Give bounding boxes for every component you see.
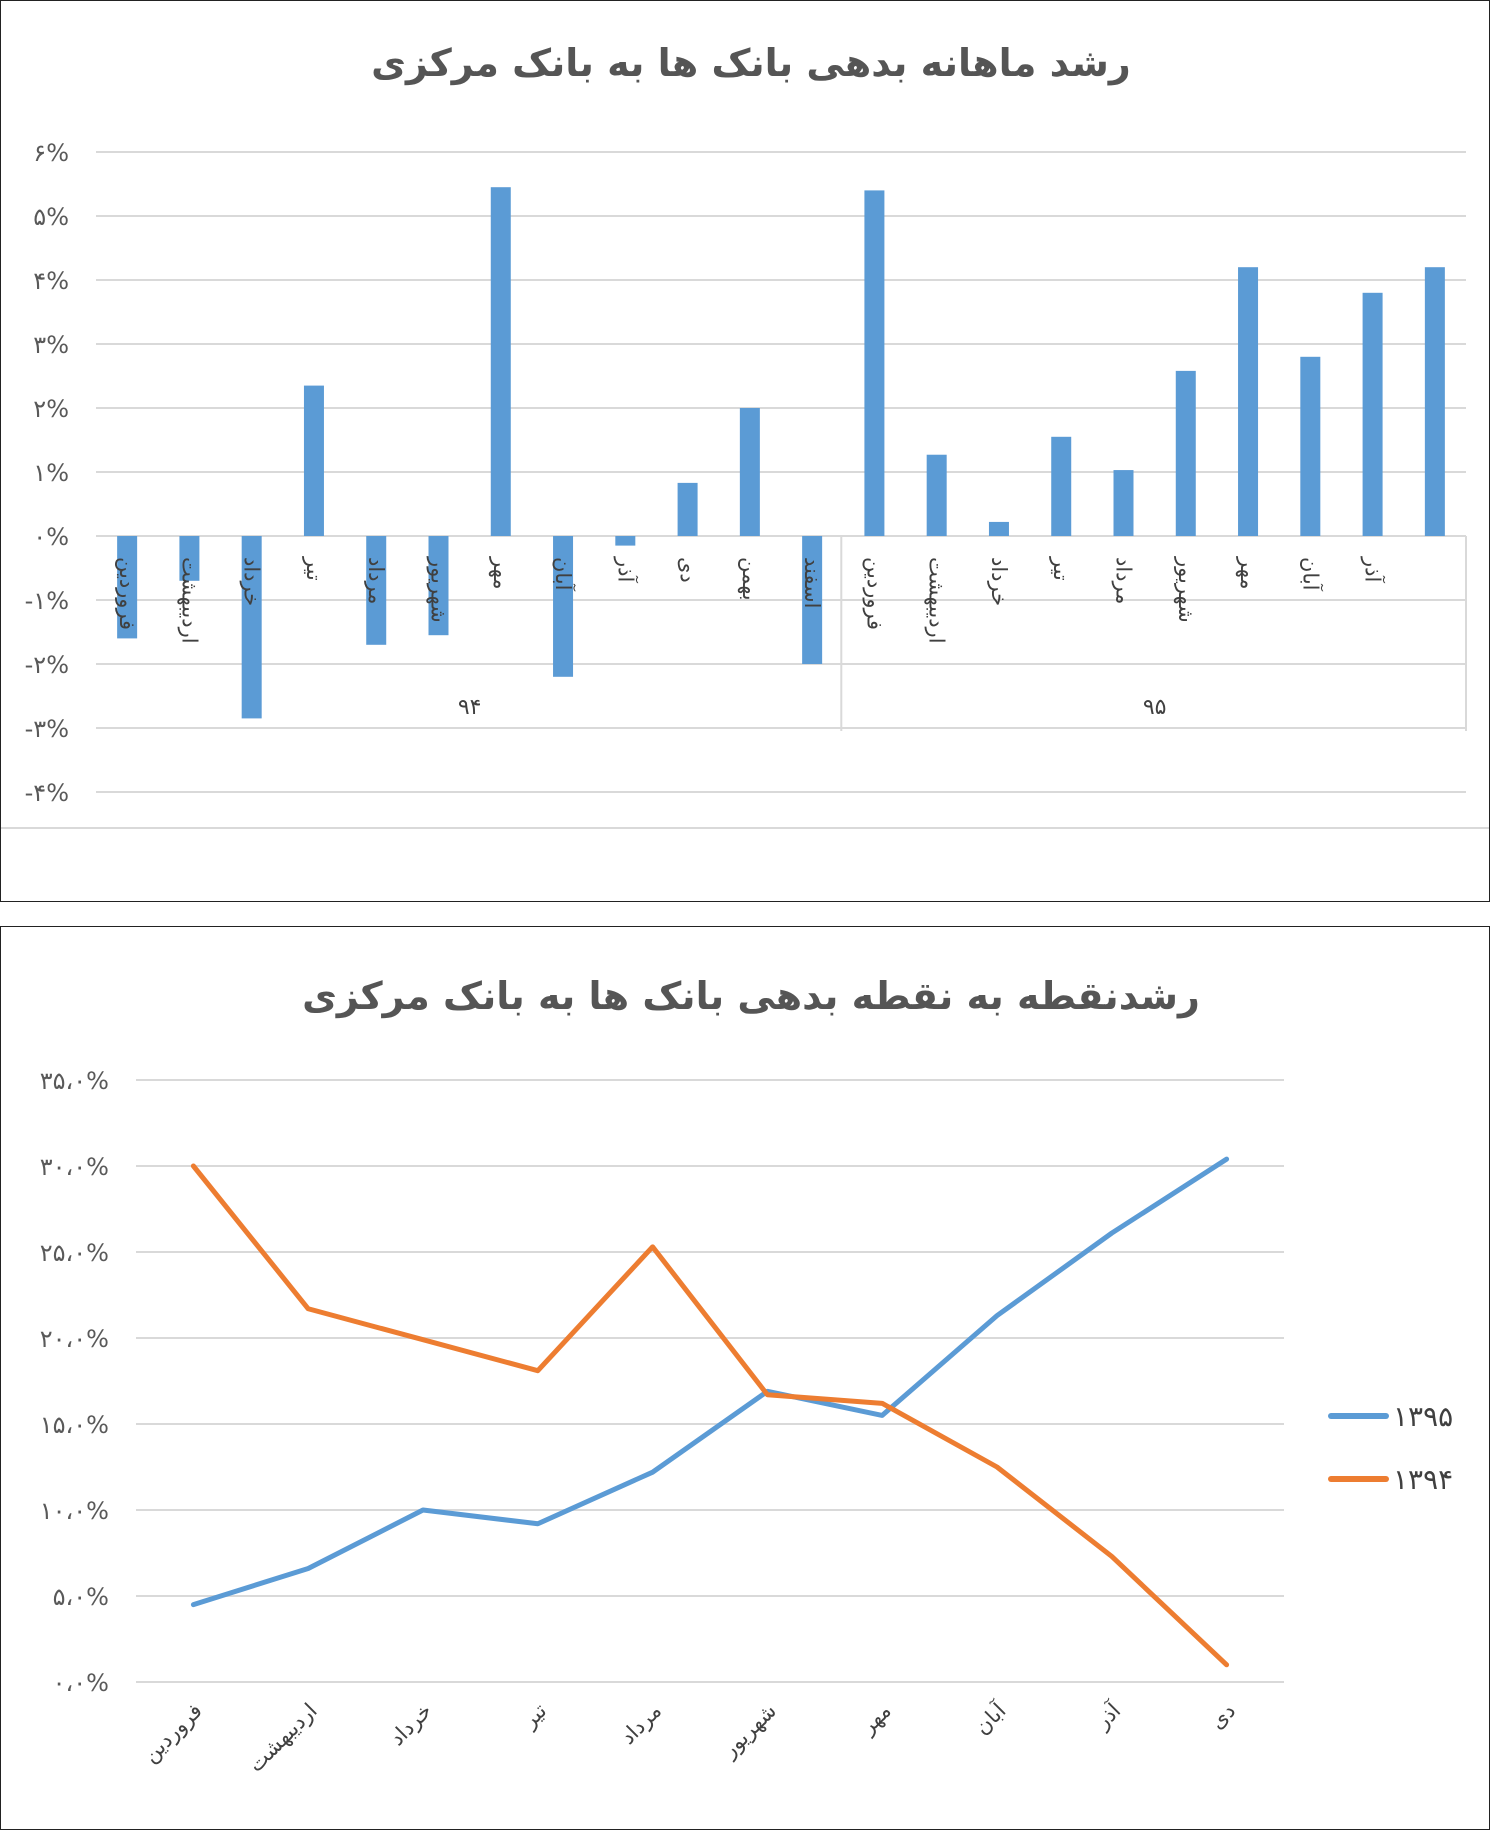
x-category-label: مرداد (364, 557, 388, 604)
bar (677, 482, 698, 536)
x-category-label: تیر (517, 1698, 552, 1733)
x-category-label: اردیبهشت (244, 1699, 322, 1777)
legend-label: ۱۳۹۵ (1393, 1400, 1453, 1433)
chart-title: رشد ماهانه بدهی بانک ها به بانک مرکزی (371, 41, 1131, 85)
y-tick-label: ۵،۰% (53, 1583, 109, 1611)
y-tick-label: ۳% (33, 331, 69, 359)
bar (864, 190, 885, 536)
x-category-label: آبان (969, 1697, 1011, 1739)
bar (117, 536, 138, 639)
bar (1113, 470, 1134, 536)
x-category-label: مهر (1236, 556, 1260, 590)
x-category-label: فروردین (115, 557, 139, 630)
x-category-label: تیر (302, 556, 326, 581)
bar (241, 536, 262, 719)
y-tick-label: -۴% (25, 779, 69, 807)
y-tick-label: ۴% (33, 267, 69, 295)
bar (179, 536, 200, 581)
y-tick-label: -۲% (25, 651, 69, 679)
bar (1238, 267, 1259, 536)
x-category-label: خرداد (385, 1699, 437, 1751)
x-category-label: مرداد (1112, 557, 1136, 604)
x-category-label: اردیبهشت (177, 557, 201, 644)
x-category-label: مهر (855, 1699, 896, 1740)
chart-title: رشدنقطه به نقطه بدهی بانک ها به بانک مرک… (302, 974, 1200, 1018)
x-category-label: خرداد (987, 557, 1011, 606)
bar (303, 385, 324, 536)
y-tick-label: ۵% (33, 203, 69, 231)
x-category-label: دی (676, 557, 700, 583)
legend-label: ۱۳۹۴ (1393, 1463, 1453, 1496)
y-tick-label: ۱% (33, 459, 69, 487)
x-category-label: مرداد (616, 1699, 666, 1749)
x-category-label: فروردین (138, 1699, 207, 1768)
x-category-label: شهریور (717, 1699, 781, 1763)
y-tick-label: ۱۰،۰% (40, 1497, 109, 1525)
bar (1424, 267, 1445, 536)
line-chart-svg: رشدنقطه به نقطه بدهی بانک ها به بانک مرک… (40, 974, 1453, 1777)
point-to-point-growth-chart-panel: رشدنقطه به نقطه بدهی بانک ها به بانک مرک… (0, 926, 1490, 1830)
x-category-label: مهر (489, 556, 513, 590)
y-tick-label: ۶% (33, 139, 69, 167)
x-category-label: خرداد (240, 557, 264, 606)
y-tick-label: ۳۰،۰% (40, 1153, 109, 1181)
bar (366, 536, 387, 645)
bar-chart-svg: رشد ماهانه بدهی بانک ها به بانک مرکزی -۴… (1, 41, 1489, 829)
bar (988, 521, 1009, 536)
y-tick-label: -۱% (25, 587, 69, 615)
group-year-label: ۹۵ (1143, 695, 1167, 720)
bar (615, 536, 636, 546)
monthly-growth-chart-panel: رشد ماهانه بدهی بانک ها به بانک مرکزی -۴… (0, 0, 1490, 902)
y-tick-label: ۲۵،۰% (40, 1239, 109, 1267)
y-tick-label: ۳۵،۰% (40, 1067, 109, 1095)
bar (490, 187, 511, 536)
bar (1175, 370, 1196, 536)
bar (1051, 436, 1072, 536)
x-category-label: بهمن (738, 557, 762, 601)
bar (1300, 356, 1321, 536)
bar (802, 536, 823, 664)
x-category-label: دی (1205, 1699, 1240, 1734)
y-tick-label: -۳% (25, 715, 69, 743)
x-category-label: فروردین (862, 557, 886, 630)
x-category-label: اردیبهشت (925, 557, 949, 644)
x-category-label: آذر (613, 556, 638, 583)
x-category-label: شهریور (427, 556, 451, 623)
bar (553, 536, 574, 677)
y-tick-label: ۲۰،۰% (40, 1325, 109, 1353)
x-category-label: شهریور (1174, 556, 1198, 623)
y-tick-label: ۲% (33, 395, 69, 423)
y-tick-label: ۰% (33, 523, 69, 551)
x-category-label: آذر (1361, 556, 1386, 583)
x-category-label: آبان (551, 557, 576, 592)
bar (739, 408, 760, 536)
series-line (190, 1163, 1230, 1668)
group-year-label: ۹۴ (458, 695, 482, 720)
bar (428, 536, 449, 636)
y-tick-label: ۰،۰% (53, 1669, 109, 1697)
y-tick-label: ۱۵،۰% (40, 1411, 109, 1439)
bar (926, 454, 947, 536)
x-category-label: اسفند (800, 557, 824, 608)
x-category-label: آذر (1089, 1697, 1126, 1734)
series-line (190, 1156, 1230, 1608)
bar (1362, 292, 1383, 536)
x-category-label: آبان (1298, 557, 1323, 592)
x-category-label: تیر (1049, 556, 1073, 581)
